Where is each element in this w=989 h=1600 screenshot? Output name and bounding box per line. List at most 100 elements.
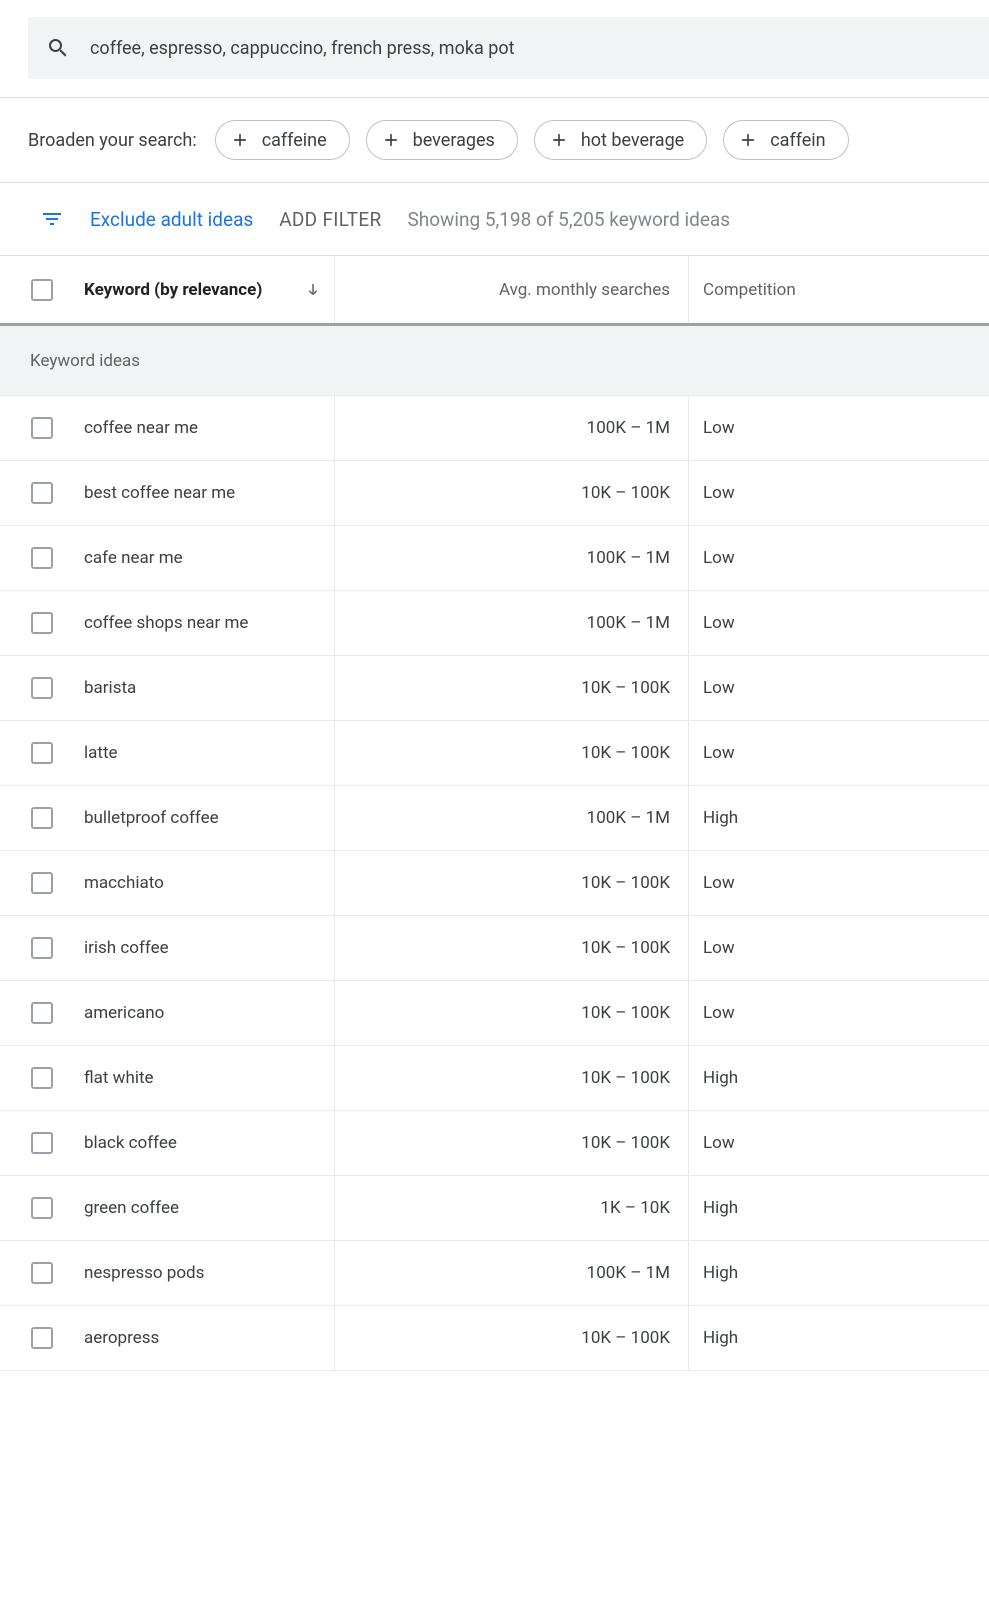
filter-row: Exclude adult ideas Add Filter Showing 5…	[0, 183, 989, 255]
broaden-chip[interactable]: caffein	[723, 120, 848, 160]
row-checkbox[interactable]	[31, 742, 53, 764]
row-keyword[interactable]: nespresso pods	[84, 1263, 334, 1283]
table-row: irish coffee10K – 100KLow	[0, 916, 989, 981]
row-competition: High	[688, 786, 989, 850]
row-keyword[interactable]: flat white	[84, 1068, 334, 1088]
search-bar[interactable]	[28, 17, 989, 79]
row-competition: Low	[688, 591, 989, 655]
row-keyword[interactable]: macchiato	[84, 873, 334, 893]
sort-down-icon	[304, 281, 322, 299]
table-row: coffee shops near me100K – 1MLow	[0, 591, 989, 656]
row-competition: High	[688, 1241, 989, 1305]
search-input[interactable]	[90, 38, 971, 59]
row-competition: High	[688, 1306, 989, 1370]
row-competition: Low	[688, 851, 989, 915]
row-competition: Low	[688, 656, 989, 720]
row-checkbox[interactable]	[31, 482, 53, 504]
add-filter-button[interactable]: Add Filter	[279, 208, 381, 231]
column-header-competition[interactable]: Competition	[688, 256, 989, 323]
row-checkbox-cell	[0, 872, 84, 894]
table-row: green coffee1K – 10KHigh	[0, 1176, 989, 1241]
row-checkbox[interactable]	[31, 1262, 53, 1284]
row-keyword[interactable]: latte	[84, 743, 334, 763]
table-row: best coffee near me10K – 100KLow	[0, 461, 989, 526]
row-competition: Low	[688, 526, 989, 590]
row-competition: Low	[688, 396, 989, 460]
row-checkbox-cell	[0, 612, 84, 634]
select-all-checkbox[interactable]	[31, 279, 53, 301]
row-checkbox[interactable]	[31, 807, 53, 829]
table-row: latte10K – 100KLow	[0, 721, 989, 786]
column-header-keyword[interactable]: Keyword (by relevance)	[84, 280, 334, 300]
chip-label: beverages	[413, 130, 495, 151]
table-row: black coffee10K – 100KLow	[0, 1111, 989, 1176]
row-keyword[interactable]: bulletproof coffee	[84, 808, 334, 828]
broaden-chip[interactable]: caffeine	[215, 120, 350, 160]
row-checkbox[interactable]	[31, 1067, 53, 1089]
row-keyword[interactable]: coffee near me	[84, 418, 334, 438]
chip-label: caffein	[770, 130, 825, 151]
row-checkbox[interactable]	[31, 1197, 53, 1219]
row-searches: 10K – 100K	[334, 656, 688, 720]
row-keyword[interactable]: irish coffee	[84, 938, 334, 958]
row-checkbox[interactable]	[31, 612, 53, 634]
row-keyword[interactable]: green coffee	[84, 1198, 334, 1218]
row-searches: 1K – 10K	[334, 1176, 688, 1240]
table-row: aeropress10K – 100KHigh	[0, 1306, 989, 1371]
row-checkbox[interactable]	[31, 872, 53, 894]
keyword-table: Keyword (by relevance) Avg. monthly sear…	[0, 255, 989, 1371]
row-checkbox-cell	[0, 1327, 84, 1349]
search-icon	[46, 36, 70, 60]
row-competition: Low	[688, 1111, 989, 1175]
row-checkbox[interactable]	[31, 417, 53, 439]
column-header-searches[interactable]: Avg. monthly searches	[334, 256, 688, 323]
row-searches: 10K – 100K	[334, 851, 688, 915]
row-competition: Low	[688, 981, 989, 1045]
table-row: nespresso pods100K – 1MHigh	[0, 1241, 989, 1306]
table-header-row: Keyword (by relevance) Avg. monthly sear…	[0, 256, 989, 326]
row-checkbox-cell	[0, 1132, 84, 1154]
row-checkbox-cell	[0, 417, 84, 439]
row-checkbox[interactable]	[31, 1002, 53, 1024]
table-row: macchiato10K – 100KLow	[0, 851, 989, 916]
row-checkbox-cell	[0, 1067, 84, 1089]
select-all-cell	[0, 279, 84, 301]
section-header: Keyword ideas	[0, 326, 989, 396]
row-keyword[interactable]: coffee shops near me	[84, 613, 334, 633]
column-header-searches-label: Avg. monthly searches	[499, 280, 670, 300]
row-checkbox[interactable]	[31, 547, 53, 569]
row-searches: 10K – 100K	[334, 1046, 688, 1110]
broaden-chip[interactable]: beverages	[366, 120, 518, 160]
row-keyword[interactable]: barista	[84, 678, 334, 698]
row-keyword[interactable]: aeropress	[84, 1328, 334, 1348]
row-checkbox-cell	[0, 1197, 84, 1219]
column-header-competition-label: Competition	[703, 280, 796, 300]
filter-icon[interactable]	[40, 207, 64, 231]
row-searches: 10K – 100K	[334, 916, 688, 980]
row-checkbox[interactable]	[31, 1327, 53, 1349]
table-row: flat white10K – 100KHigh	[0, 1046, 989, 1111]
row-checkbox[interactable]	[31, 937, 53, 959]
table-row: americano10K – 100KLow	[0, 981, 989, 1046]
plus-icon	[549, 130, 569, 150]
row-keyword[interactable]: best coffee near me	[84, 483, 334, 503]
plus-icon	[230, 130, 250, 150]
row-checkbox[interactable]	[31, 677, 53, 699]
row-searches: 10K – 100K	[334, 721, 688, 785]
broaden-chip[interactable]: hot beverage	[534, 120, 707, 160]
row-checkbox-cell	[0, 1262, 84, 1284]
table-row: coffee near me100K – 1MLow	[0, 396, 989, 461]
row-searches: 100K – 1M	[334, 396, 688, 460]
table-row: bulletproof coffee100K – 1MHigh	[0, 786, 989, 851]
row-checkbox-cell	[0, 482, 84, 504]
row-keyword[interactable]: cafe near me	[84, 548, 334, 568]
plus-icon	[738, 130, 758, 150]
row-keyword[interactable]: americano	[84, 1003, 334, 1023]
row-checkbox[interactable]	[31, 1132, 53, 1154]
chip-label: caffeine	[262, 130, 327, 151]
row-searches: 10K – 100K	[334, 1111, 688, 1175]
row-keyword[interactable]: black coffee	[84, 1133, 334, 1153]
exclude-adult-link[interactable]: Exclude adult ideas	[90, 208, 253, 231]
row-searches: 10K – 100K	[334, 1306, 688, 1370]
plus-icon	[381, 130, 401, 150]
